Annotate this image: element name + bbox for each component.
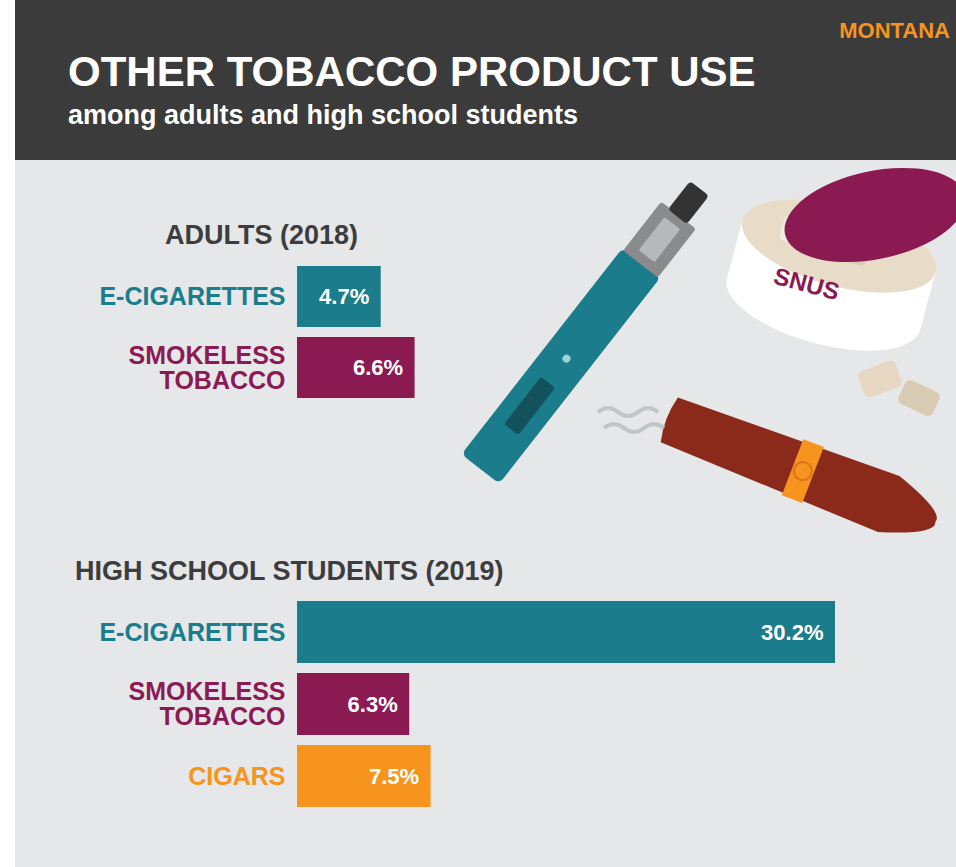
svg-text:CIGARS: CIGARS <box>188 762 285 790</box>
svg-text:6.6%: 6.6% <box>353 355 403 380</box>
svg-text:6.3%: 6.3% <box>348 692 398 717</box>
svg-text:E-CIGARETTES: E-CIGARETTES <box>99 618 285 646</box>
svg-text:SMOKELESSTOBACCO: SMOKELESSTOBACCO <box>129 677 286 730</box>
svg-text:SMOKELESSTOBACCO: SMOKELESSTOBACCO <box>129 341 286 394</box>
html-text:OTHER TOBACCO PRODUCT USE: OTHER TOBACCO PRODUCT USE <box>68 48 756 95</box>
html-text:ADULTS (2018): ADULTS (2018) <box>165 220 358 250</box>
html-text:HIGH SCHOOL STUDENTS (2019): HIGH SCHOOL STUDENTS (2019) <box>75 556 504 586</box>
html-text:among adults and high school s: among adults and high school students <box>68 100 578 130</box>
svg-text:SNUS: SNUS <box>771 262 842 305</box>
svg-text:4.7%: 4.7% <box>319 284 369 309</box>
svg-text:E-CIGARETTES: E-CIGARETTES <box>99 282 285 310</box>
svg-text:7.5%: 7.5% <box>369 764 419 789</box>
html-text:MONTANA: MONTANA <box>839 18 950 43</box>
svg-text:30.2%: 30.2% <box>761 620 823 645</box>
